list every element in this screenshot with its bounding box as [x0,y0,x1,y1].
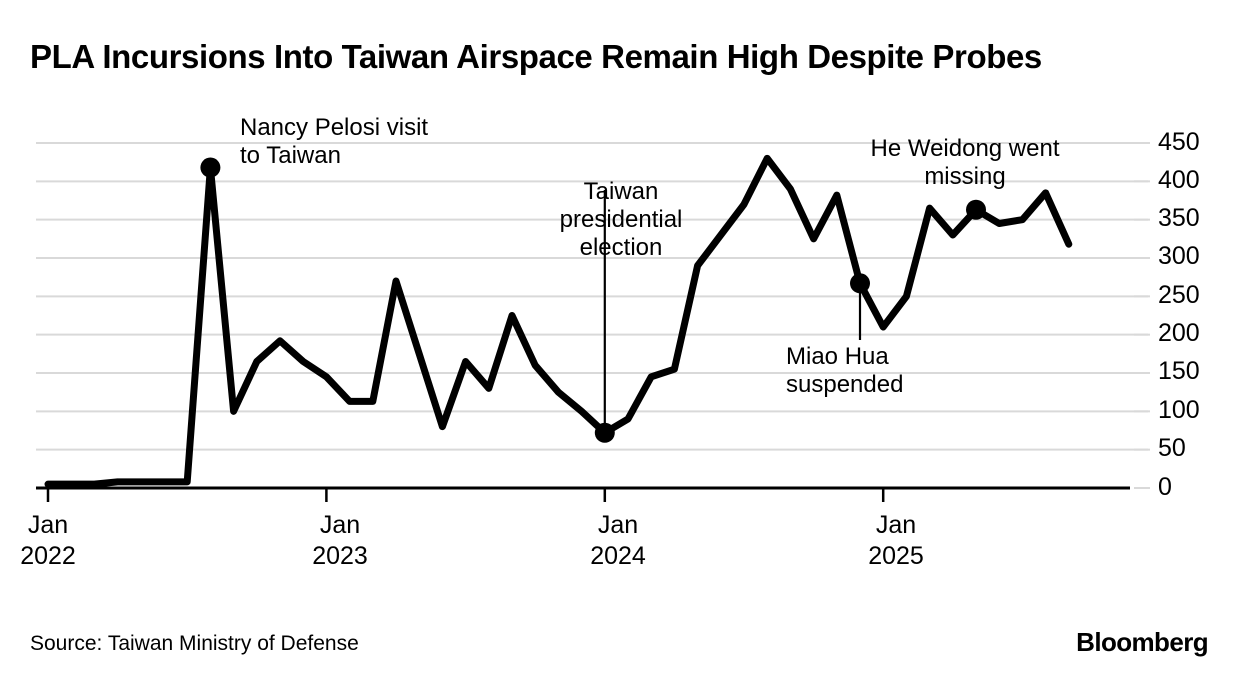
bloomberg-logo: Bloomberg [1076,627,1208,657]
xtick-year-2022: 2022 [20,541,76,570]
xtick-month-2022: Jan [27,511,69,539]
xtick-month-2025: Jan [875,511,917,539]
xtick-label-2025: Jan 2025 [848,510,944,571]
annotation-taiwan-election: Taiwan presidential election [559,178,683,261]
xtick-year-2023: 2023 [312,541,368,570]
marker-dot-2024-12 [850,273,870,294]
page-title: PLA Incursions Into Taiwan Airspace Rema… [30,38,1042,75]
marker-dot-2022-08 [200,157,221,178]
source-note: Source: Taiwan Ministry of Defense [30,632,359,655]
marker-dot-2024-01 [594,422,615,443]
xtick-year-2025: 2025 [868,541,924,570]
x-axis-ticks [46,488,885,502]
data-line-series [44,154,1073,488]
annotation-nancy-pelosi: Nancy Pelosi visit to Taiwan [240,114,429,169]
ytick-label-350: 350 [1158,204,1200,232]
ytick-label-250: 250 [1158,281,1200,309]
xtick-label-2023: Jan 2023 [292,510,388,571]
ytick-label-450: 450 [1158,128,1200,156]
xtick-year-2024: 2024 [590,541,646,570]
ytick-label-100: 100 [1158,396,1200,424]
ytick-label-50: 50 [1158,434,1186,462]
xtick-label-2024: Jan 2024 [570,510,666,571]
annotation-marker-dots [200,157,986,443]
xtick-label-2022: Jan 2022 [0,510,96,571]
ytick-label-150: 150 [1158,357,1200,385]
ytick-label-300: 300 [1158,242,1200,270]
marker-dot-2025-05 [966,199,986,220]
annotation-he-weidong: He Weidong went missing [870,135,1060,190]
annotation-miao-hua: Miao Hua suspended [786,343,904,398]
ytick-label-0: 0 [1158,473,1172,501]
xtick-month-2023: Jan [319,511,361,539]
ytick-label-400: 400 [1158,166,1200,194]
xtick-month-2024: Jan [597,511,639,539]
ytick-label-200: 200 [1158,319,1200,347]
